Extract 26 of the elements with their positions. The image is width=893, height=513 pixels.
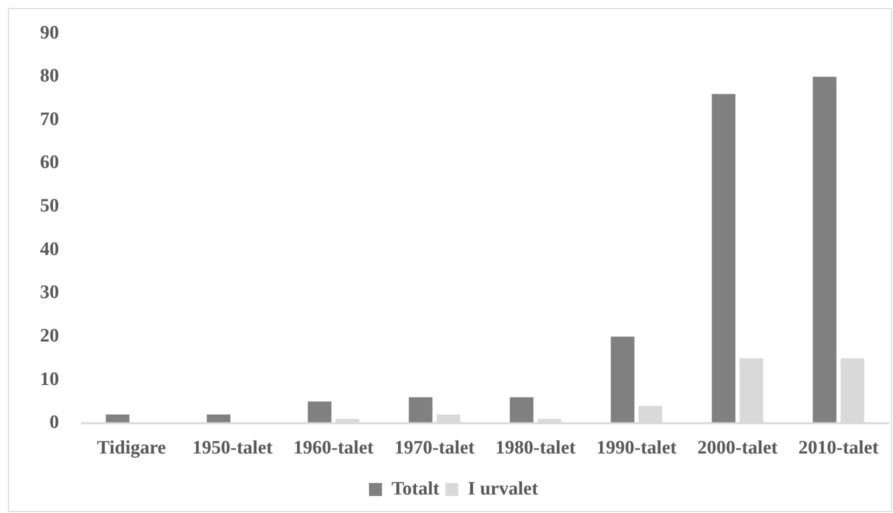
bar — [812, 76, 836, 424]
y-tick-label: 80 — [40, 66, 59, 87]
legend-label: Totalt — [391, 478, 440, 500]
x-tick-label: 2000-talet — [697, 438, 778, 459]
bar — [712, 94, 736, 424]
y-tick-label: 20 — [40, 325, 59, 346]
x-tick-label: 1960-talet — [293, 438, 374, 459]
x-tick-label: Tidigare — [97, 438, 166, 459]
bar — [510, 397, 534, 424]
legend-label: I urvalet — [468, 478, 539, 500]
y-tick-label: 0 — [50, 412, 59, 434]
bar — [408, 397, 432, 424]
x-tick-label: 1990-talet — [596, 438, 678, 459]
y-tick-label: 50 — [40, 196, 59, 217]
y-tick-label: 40 — [40, 238, 59, 260]
y-tick-label: 30 — [40, 282, 59, 304]
bar — [610, 336, 634, 424]
x-tick-label: 1950-talet — [192, 438, 274, 459]
bar — [308, 402, 332, 424]
y-tick-label: 90 — [40, 22, 59, 44]
x-tick-label: 1970-talet — [394, 438, 476, 459]
x-tick-label: 2010-talet — [798, 438, 880, 459]
x-tick-label: 1980-talet — [495, 438, 576, 459]
y-tick-label: 10 — [40, 368, 59, 390]
y-tick-label: 70 — [40, 108, 59, 130]
y-tick-label: 60 — [40, 152, 59, 174]
